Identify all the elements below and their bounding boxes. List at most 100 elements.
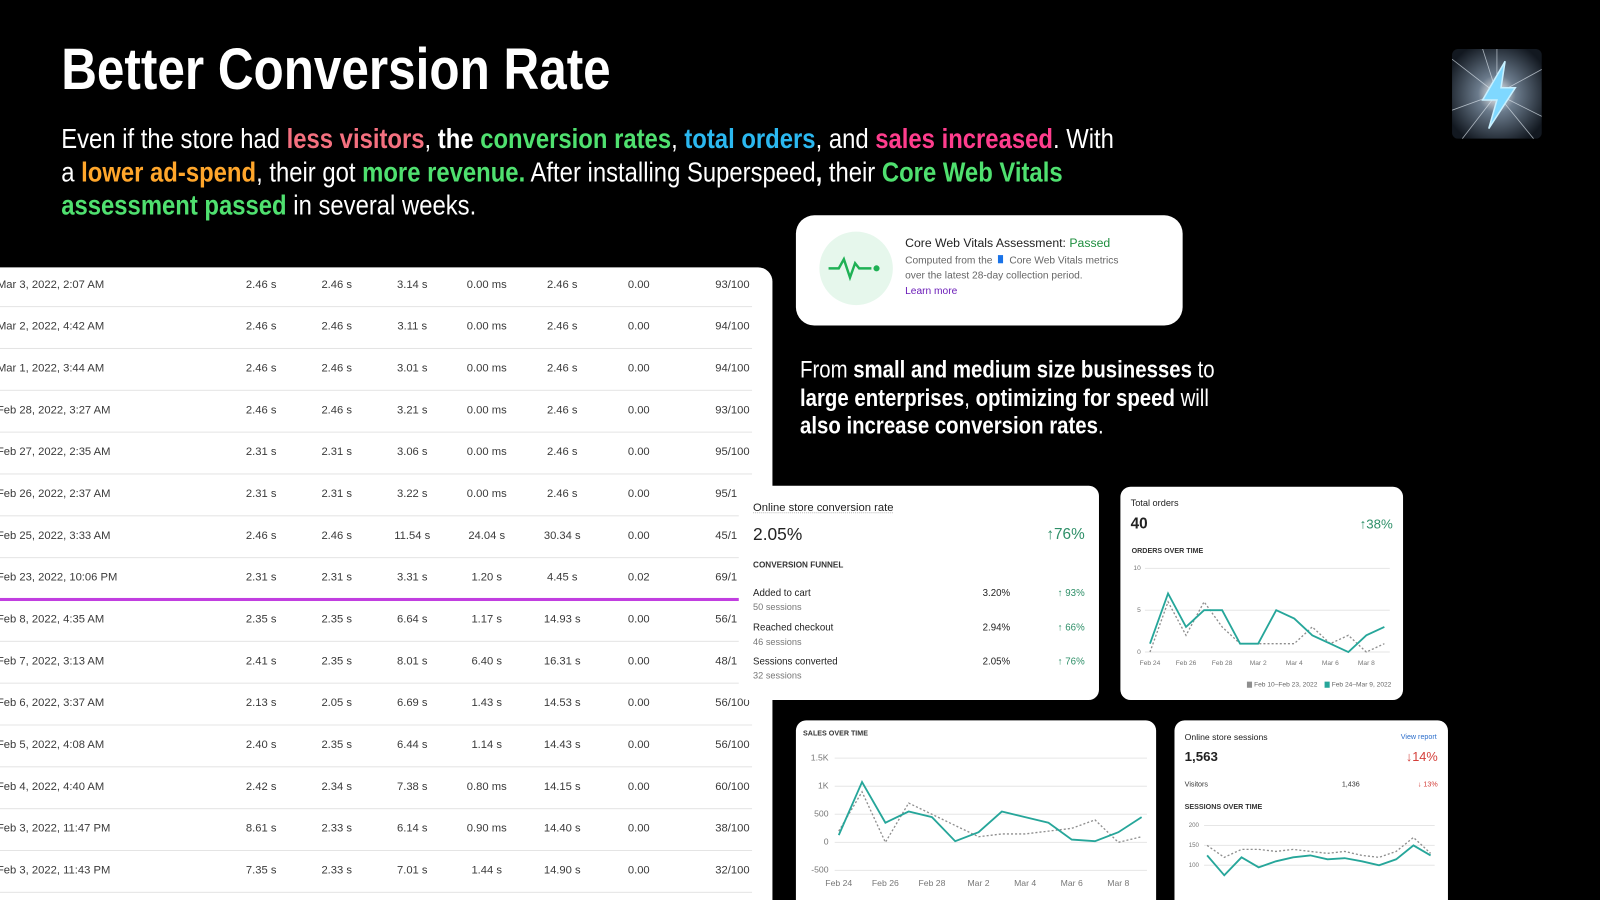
table-cell: 0.02 xyxy=(627,571,650,584)
intro-text: Even if the store had less visitors, the… xyxy=(61,122,1123,221)
table-cell: 0.00 xyxy=(627,613,650,626)
row-divider xyxy=(0,306,753,308)
card-title: Online store conversion rate xyxy=(753,502,894,515)
row-divider xyxy=(0,389,753,391)
intro-segment: more revenue. xyxy=(362,155,526,188)
table-cell: 16.31 s xyxy=(543,655,581,668)
table-cell: Feb 26, 2022, 2:37 AM xyxy=(0,487,111,500)
intro-segment: sales increased xyxy=(875,122,1053,155)
intro-segment: . With a xyxy=(61,122,1114,188)
intro-segment: Core Web Vitals assessment passed xyxy=(61,155,1063,221)
table-cell: 24.04 s xyxy=(468,529,506,542)
intro-segment: , xyxy=(424,122,432,155)
table-cell: 0.00 xyxy=(627,445,650,459)
intro-segment: total orders xyxy=(684,122,816,155)
view-report-link[interactable]: View report xyxy=(1400,733,1437,741)
table-cell: Mar 2, 2022, 4:42 AM xyxy=(0,320,105,333)
row-divider xyxy=(0,640,753,642)
table-cell: 0.00 xyxy=(627,738,650,752)
card-value: 40 xyxy=(1130,515,1148,533)
intro-segment: , xyxy=(671,122,685,155)
table-cell: 2.46 s xyxy=(546,320,578,333)
row-divider xyxy=(0,891,753,893)
row-divider xyxy=(0,515,753,517)
table-cell: 0.00 xyxy=(627,822,650,835)
funnel-label: Added to cart xyxy=(753,587,811,599)
status: Passed xyxy=(1069,235,1111,250)
row-divider xyxy=(0,557,753,559)
table-cell: 1.44 s xyxy=(471,864,503,877)
table-body: Mar 3, 2022, 2:07 AM 2.46 s 2.46 s 3.14 s 0.… xyxy=(0,267,772,900)
table-cell: 3.22 s xyxy=(396,487,428,500)
vitals-card: Core Web Vitals Assessment: Passed Compu… xyxy=(795,215,1183,326)
table-cell: 2.31 s xyxy=(245,571,277,584)
funnel-rate: 3.20% xyxy=(982,587,1011,599)
table-cell: 14.15 s xyxy=(543,780,581,793)
funnel-rate: 2.05% xyxy=(982,656,1011,668)
table-cell: Mar 3, 2022, 2:07 AM xyxy=(0,278,105,291)
table-cell: 95/1 xyxy=(715,487,738,500)
table-cell: 2.31 s xyxy=(321,487,353,500)
row-divider xyxy=(0,473,753,475)
table-cell: 2.41 s xyxy=(245,655,277,668)
table-cell: 14.90 s xyxy=(543,864,581,877)
table-cell: Feb 6, 2022, 3:37 AM xyxy=(0,696,105,710)
table-cell: 2.46 s xyxy=(546,362,578,375)
table-cell: 3.21 s xyxy=(396,404,428,417)
funnel-change: ↑ 93% xyxy=(1057,587,1085,599)
text: Core Web Vitals metrics xyxy=(1009,255,1119,267)
row-divider xyxy=(0,849,753,852)
table-cell: 2.46 s xyxy=(321,404,353,417)
learn-more-link[interactable]: Learn more xyxy=(905,285,958,297)
intro-segment: , and xyxy=(815,122,876,155)
intro-segment: lower ad-spend xyxy=(81,155,257,188)
table-cell: 0.00 xyxy=(627,655,650,668)
row-divider xyxy=(0,347,753,349)
table-cell: 3.31 s xyxy=(396,571,428,584)
table-cell: 95/100 xyxy=(715,445,750,459)
card-change: ↑76% xyxy=(1046,525,1085,543)
table-cell: 2.31 s xyxy=(321,571,353,584)
table-cell: 2.35 s xyxy=(321,738,353,752)
table-cell: 14.53 s xyxy=(543,696,581,710)
table-cell: 0.00 xyxy=(627,487,650,500)
table-cell: 2.46 s xyxy=(321,278,353,291)
logo xyxy=(1452,48,1542,139)
table-cell: 56/100 xyxy=(715,738,750,752)
table-cell: 2.33 s xyxy=(321,822,353,835)
funnel-label: Sessions converted xyxy=(753,656,838,668)
table-cell: 1.20 s xyxy=(471,571,503,584)
table-cell: 2.46 s xyxy=(546,487,578,500)
table-cell: 0.80 ms xyxy=(466,780,507,793)
table-cell: 3.11 s xyxy=(397,320,428,333)
table-cell: 4.45 s xyxy=(546,571,578,584)
row-divider xyxy=(0,431,753,433)
table-cell: 6.44 s xyxy=(396,738,428,752)
table-cell: 38/100 xyxy=(715,822,750,835)
table-cell: 0.00 xyxy=(627,529,650,542)
card-value: 2.05% xyxy=(753,524,803,544)
table-cell: 2.46 s xyxy=(321,529,353,542)
table-cell: 2.31 s xyxy=(245,487,277,500)
table-cell: 0.00 xyxy=(627,278,650,291)
table-cell: 7.38 s xyxy=(396,780,428,793)
table-cell: 0.00 xyxy=(627,696,650,710)
table-cell: 2.46 s xyxy=(546,445,578,459)
table-cell: 0.00 ms xyxy=(466,445,507,459)
table-cell: 2.46 s xyxy=(245,362,277,375)
intro-segment: Even if the store had xyxy=(61,122,287,155)
table-cell: Feb 3, 2022, 11:47 PM xyxy=(0,822,111,835)
table-cell: 8.61 s xyxy=(245,822,277,835)
row-divider xyxy=(0,766,753,768)
table-cell: 2.46 s xyxy=(245,404,277,417)
table-cell: Feb 8, 2022, 4:35 AM xyxy=(0,613,105,626)
table-cell: 60/100 xyxy=(715,780,750,793)
table-cell: 0.00 xyxy=(627,320,650,333)
statement-segment: small and medium size businesses xyxy=(853,356,1192,383)
statement-segment: to xyxy=(1191,356,1215,383)
table-cell: Feb 5, 2022, 4:08 AM xyxy=(0,738,105,752)
table-cell: 2.31 s xyxy=(321,445,353,459)
table-cell: 0.00 ms xyxy=(466,487,507,500)
table-cell: 1.43 s xyxy=(471,696,503,710)
table-cell: 7.01 s xyxy=(396,864,428,877)
